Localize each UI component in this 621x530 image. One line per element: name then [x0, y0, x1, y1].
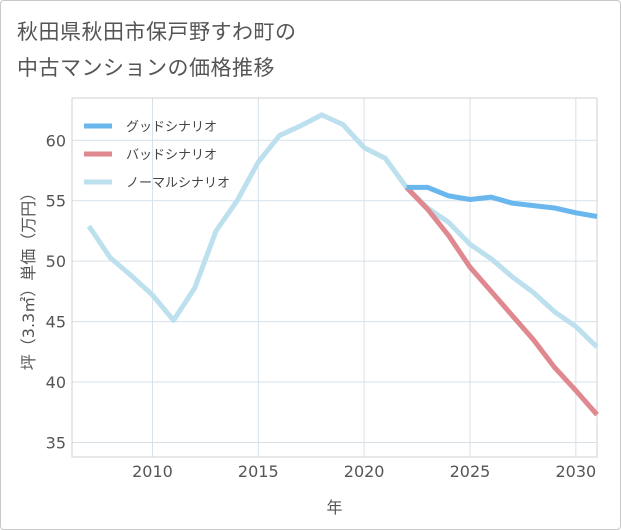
y-tick-50: 50 — [46, 252, 66, 271]
x-tick-2030: 2030 — [555, 462, 596, 481]
series-line-1 — [404, 185, 599, 417]
legend-label-1: バッドシナリオ — [126, 148, 217, 163]
x-tick-2015: 2015 — [238, 462, 279, 481]
legend-label-2: ノーマルシナリオ — [126, 176, 230, 191]
x-tick-labels: 2010 2015 2020 2025 2030 — [132, 462, 596, 481]
chart-title: 秋田県秋田市保戸野すわ町の 中古マンションの価格推移 — [17, 14, 297, 86]
x-tick-2020: 2020 — [344, 462, 385, 481]
y-tick-45: 45 — [46, 313, 66, 332]
y-tick-55: 55 — [46, 192, 66, 211]
legend-label-0: グッドシナリオ — [126, 120, 217, 135]
series-line-2 — [86, 112, 599, 349]
y-tick-labels: 35 40 45 50 55 60 — [46, 131, 66, 452]
y-axis-label: 坪（3.3㎡）単価（万円） — [19, 185, 38, 370]
y-tick-60: 60 — [46, 131, 66, 150]
y-tick-35: 35 — [46, 433, 66, 452]
x-tick-2010: 2010 — [132, 462, 173, 481]
y-tick-40: 40 — [46, 373, 66, 392]
plot-border — [71, 97, 598, 458]
x-axis-label: 年 — [326, 498, 342, 517]
x-tick-2025: 2025 — [450, 462, 491, 481]
chart-title-line-2: 中古マンションの価格推移 — [17, 56, 275, 80]
chart-title-line-1: 秋田県秋田市保戸野すわ町の — [17, 20, 297, 44]
series-line-0 — [406, 184, 598, 219]
series-lines — [86, 112, 599, 417]
